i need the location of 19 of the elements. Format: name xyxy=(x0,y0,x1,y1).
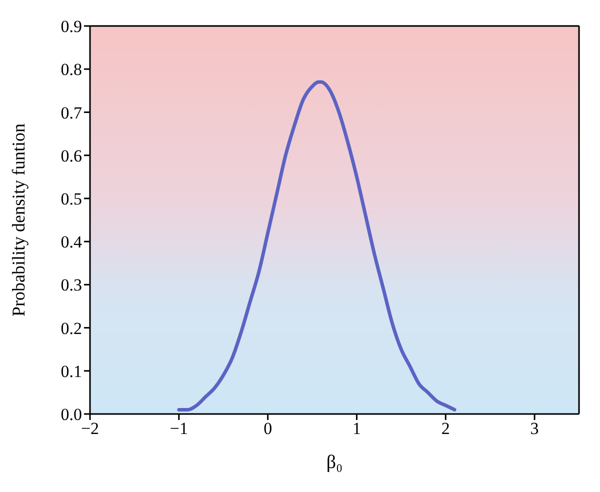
y-tick-label: 0.9 xyxy=(60,17,82,36)
x-tick-label: 3 xyxy=(530,419,539,438)
x-axis-title: β₀ xyxy=(326,452,343,473)
line-series xyxy=(177,80,456,412)
y-tick-label: 0.2 xyxy=(60,318,82,338)
x-tick-label: 0 xyxy=(264,419,272,438)
x-tick-label: 2 xyxy=(441,419,450,438)
x-tick-label: −1 xyxy=(170,419,188,438)
y-tick-label: 0.8 xyxy=(60,60,82,80)
y-tick-label: 0.5 xyxy=(60,189,82,208)
y-tick-label: 0.6 xyxy=(60,146,82,166)
y-tick-label: 0.0 xyxy=(60,405,82,424)
y-tick-label: 0.4 xyxy=(60,232,82,252)
x-tick-label: −2 xyxy=(80,419,100,438)
y-axis-title: Probability density funtion xyxy=(8,124,28,316)
y-tick-label: 0.7 xyxy=(60,103,82,122)
y-tick-label: 0.3 xyxy=(60,276,82,295)
y-tick-label: 0.1 xyxy=(60,362,82,381)
x-tick-label: 1 xyxy=(352,419,361,438)
